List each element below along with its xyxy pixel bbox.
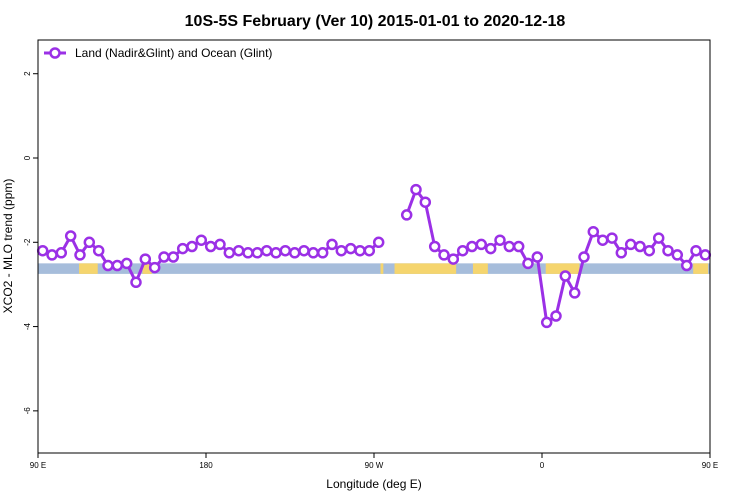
data-point <box>251 247 264 259</box>
data-point <box>83 236 96 249</box>
data-point <box>503 240 516 253</box>
data-point <box>139 253 152 265</box>
data-point <box>438 249 450 261</box>
data-point <box>484 242 497 255</box>
data-point <box>148 261 161 274</box>
data-point <box>270 247 282 259</box>
y-tick-label: -4 <box>23 322 32 330</box>
data-point <box>36 244 49 257</box>
data-point <box>335 244 348 257</box>
data-point <box>326 238 338 251</box>
data-point <box>130 276 142 289</box>
legend: Land (Nadir&Glint) and Ocean (Glint) <box>44 46 272 60</box>
data-point <box>494 234 506 246</box>
data-point <box>456 244 469 257</box>
land-segment <box>394 263 457 274</box>
data-point <box>372 236 385 249</box>
data-point <box>214 238 226 251</box>
data-point <box>680 259 693 272</box>
data-point <box>288 247 301 259</box>
legend-label: Land (Nadir&Glint) and Ocean (Glint) <box>75 46 272 60</box>
data-point <box>615 247 628 259</box>
data-point <box>550 310 562 322</box>
chart-title: 10S-5S February (Ver 10) 2015-01-01 to 2… <box>185 13 566 30</box>
data-point <box>624 238 637 251</box>
x-tick-label: 90 E <box>702 461 718 470</box>
data-point <box>55 247 68 259</box>
y-tick-label: -2 <box>23 238 32 246</box>
data-point <box>120 257 133 270</box>
land-segment <box>79 263 98 274</box>
data-point <box>176 242 189 255</box>
data-point <box>587 225 600 238</box>
land-segment <box>472 263 488 274</box>
data-point <box>74 249 86 261</box>
data-point <box>671 249 684 261</box>
data-point <box>531 251 544 263</box>
x-axis-label: Longitude (deg E) <box>326 477 421 491</box>
land-segment <box>693 263 709 274</box>
data-point <box>606 232 618 244</box>
land-segment <box>142 263 152 274</box>
y-tick-label: 0 <box>23 155 32 160</box>
data-point <box>223 247 236 259</box>
data-point <box>400 209 413 221</box>
data-point <box>102 259 114 272</box>
map-strip <box>38 263 710 274</box>
data-point <box>92 244 105 257</box>
data-point <box>568 287 581 299</box>
x-tick-label: 0 <box>540 461 545 470</box>
data-point <box>578 251 590 263</box>
series-points <box>36 183 712 329</box>
data-point <box>466 240 478 253</box>
data-point <box>279 244 292 257</box>
y-tick-label: 2 <box>23 71 32 76</box>
data-point <box>699 249 712 261</box>
data-point <box>298 244 310 257</box>
data-point <box>316 247 329 259</box>
y-tick-label: -6 <box>23 407 32 415</box>
land-segment <box>545 263 580 274</box>
data-point <box>540 316 553 329</box>
x-tick-label: 90 W <box>365 461 384 470</box>
data-point <box>428 240 441 253</box>
x-tick-label: 180 <box>199 461 213 470</box>
data-point <box>559 270 572 282</box>
data-point <box>232 244 245 257</box>
data-point <box>596 234 609 246</box>
data-point <box>260 244 273 257</box>
data-point <box>111 259 124 272</box>
data-point <box>643 244 656 257</box>
data-point <box>475 238 488 251</box>
data-point <box>652 232 665 244</box>
data-point <box>307 247 320 259</box>
x-tick-label: 90 E <box>30 461 46 470</box>
data-point <box>158 251 170 263</box>
data-point <box>634 240 646 253</box>
y-axis-label: XCO2 - MLO trend (ppm) <box>1 179 15 314</box>
y-axis: 2 0 -2 -4 -6 <box>23 71 38 414</box>
data-point <box>167 251 180 263</box>
data-point <box>512 240 525 253</box>
data-point <box>690 244 702 257</box>
land-segment <box>380 263 384 274</box>
legend-marker-swatch <box>49 47 61 59</box>
data-point <box>242 247 254 259</box>
data-point <box>363 244 376 257</box>
data-point <box>447 253 460 265</box>
data-point <box>186 240 198 253</box>
data-point <box>344 242 357 255</box>
data-point <box>46 249 58 261</box>
data-point <box>204 240 217 253</box>
data-point <box>522 257 534 270</box>
data-point <box>195 234 208 246</box>
ocean-band <box>38 263 710 274</box>
data-point <box>410 183 422 196</box>
data-point <box>354 244 366 257</box>
x-axis: 90 E 180 90 W 0 90 E <box>30 453 718 470</box>
data-point <box>662 244 674 257</box>
data-point <box>419 196 432 208</box>
data-point <box>64 230 77 242</box>
